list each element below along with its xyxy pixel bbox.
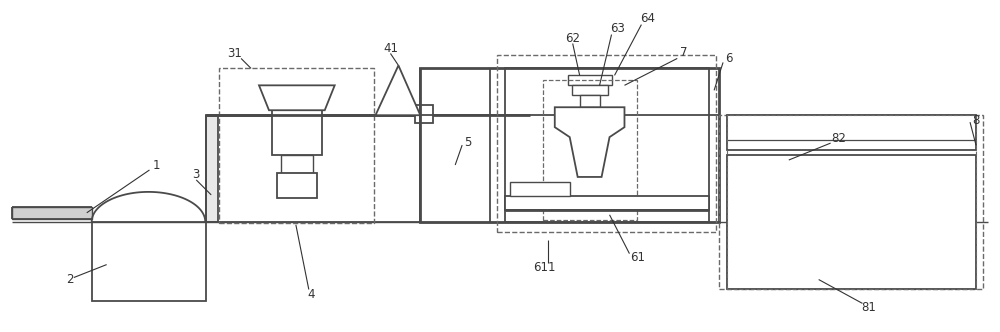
- Bar: [219, 68, 374, 223]
- Text: 6: 6: [725, 52, 733, 65]
- Polygon shape: [376, 65, 420, 115]
- Bar: [727, 155, 976, 290]
- Polygon shape: [259, 85, 335, 110]
- Text: 61: 61: [630, 251, 645, 264]
- Bar: [727, 115, 976, 150]
- Bar: [543, 80, 637, 220]
- Bar: [415, 105, 433, 123]
- Text: 64: 64: [640, 12, 655, 25]
- Bar: [277, 173, 317, 198]
- Bar: [420, 68, 719, 222]
- Bar: [510, 182, 570, 196]
- Text: 63: 63: [610, 22, 625, 35]
- Bar: [281, 155, 313, 173]
- Text: 8: 8: [972, 114, 980, 127]
- Text: 5: 5: [464, 135, 472, 149]
- Text: 7: 7: [680, 46, 688, 59]
- Bar: [497, 55, 716, 232]
- Text: 31: 31: [227, 47, 242, 60]
- Bar: [272, 110, 322, 155]
- Text: 1: 1: [153, 158, 160, 172]
- Text: 41: 41: [383, 42, 398, 55]
- Text: 2: 2: [66, 273, 74, 286]
- Bar: [206, 115, 218, 222]
- Text: 62: 62: [565, 32, 580, 45]
- Text: 3: 3: [193, 168, 200, 182]
- Text: 611: 611: [534, 261, 556, 274]
- Bar: [505, 68, 709, 222]
- Bar: [92, 222, 206, 301]
- Text: 81: 81: [861, 301, 876, 314]
- Bar: [505, 196, 709, 210]
- Text: 4: 4: [307, 288, 315, 301]
- Bar: [568, 75, 612, 85]
- Bar: [572, 85, 608, 95]
- Text: 82: 82: [831, 131, 846, 145]
- Bar: [12, 207, 92, 219]
- Bar: [719, 115, 983, 290]
- Polygon shape: [555, 107, 624, 177]
- Bar: [580, 95, 600, 107]
- Bar: [727, 115, 976, 290]
